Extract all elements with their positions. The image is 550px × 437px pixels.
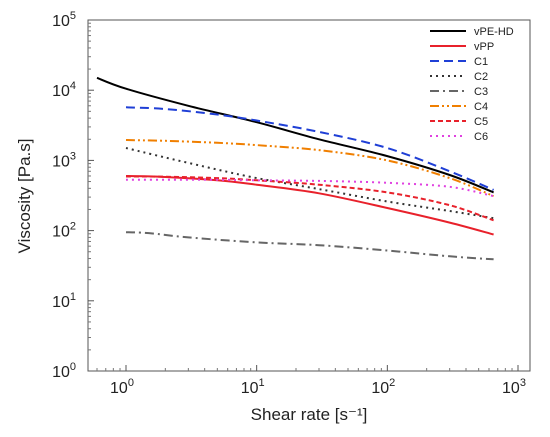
- x-axis-title: Shear rate [s⁻¹]: [251, 405, 368, 424]
- plot-frame: [87, 19, 531, 372]
- series-line-c6: [126, 178, 494, 198]
- x-tick-exponent: 2: [389, 377, 395, 389]
- legend-label: C3: [474, 86, 488, 98]
- series-layer: [96, 76, 494, 261]
- y-tick-label: 102: [52, 221, 76, 241]
- x-tick-label: 102: [371, 377, 395, 397]
- y-tick-exponent: 1: [70, 291, 76, 303]
- legend-label: vPP: [474, 41, 494, 53]
- y-tick-exponent: 2: [70, 221, 76, 233]
- x-tick-exponent: 3: [520, 377, 526, 389]
- legend-label: C4: [474, 101, 488, 113]
- series-line-c3: [125, 231, 494, 261]
- y-tick-label: 100: [52, 361, 76, 381]
- series-line-vpe-hd: [96, 76, 494, 194]
- series-line-c5: [125, 175, 494, 222]
- y-tick-label: 101: [52, 291, 76, 311]
- y-tick-exponent: 0: [70, 361, 76, 373]
- legend: vPE-HD vPP C1 C2 C3 C4 C5 C6: [430, 26, 514, 143]
- y-tick-label: 104: [52, 80, 76, 100]
- y-tick-exponent: 4: [70, 80, 76, 92]
- x-tick-label: 100: [110, 377, 134, 397]
- x-tick-label: 101: [241, 377, 265, 397]
- x-tick-exponent: 1: [259, 377, 265, 389]
- y-tick-exponent: 5: [70, 10, 76, 22]
- series-line-c1: [125, 106, 494, 191]
- series-line-c2: [125, 147, 494, 220]
- legend-label: C1: [474, 56, 488, 68]
- y-tick-label: 103: [52, 150, 76, 170]
- legend-label: C6: [474, 131, 488, 143]
- series-line-vpp: [125, 175, 494, 236]
- y-tick-exponent: 3: [70, 150, 76, 162]
- x-tick-exponent: 0: [128, 377, 134, 389]
- legend-label: vPE-HD: [474, 26, 514, 38]
- series-line-c4: [125, 139, 494, 198]
- legend-label: C2: [474, 71, 488, 83]
- legend-label: C5: [474, 116, 488, 128]
- x-axis-ticks: 100 101 102 103: [96, 365, 526, 397]
- y-tick-label: 105: [52, 10, 76, 30]
- x-tick-label: 103: [502, 377, 526, 397]
- y-axis-title: Viscosity [Pa.s]: [15, 139, 34, 254]
